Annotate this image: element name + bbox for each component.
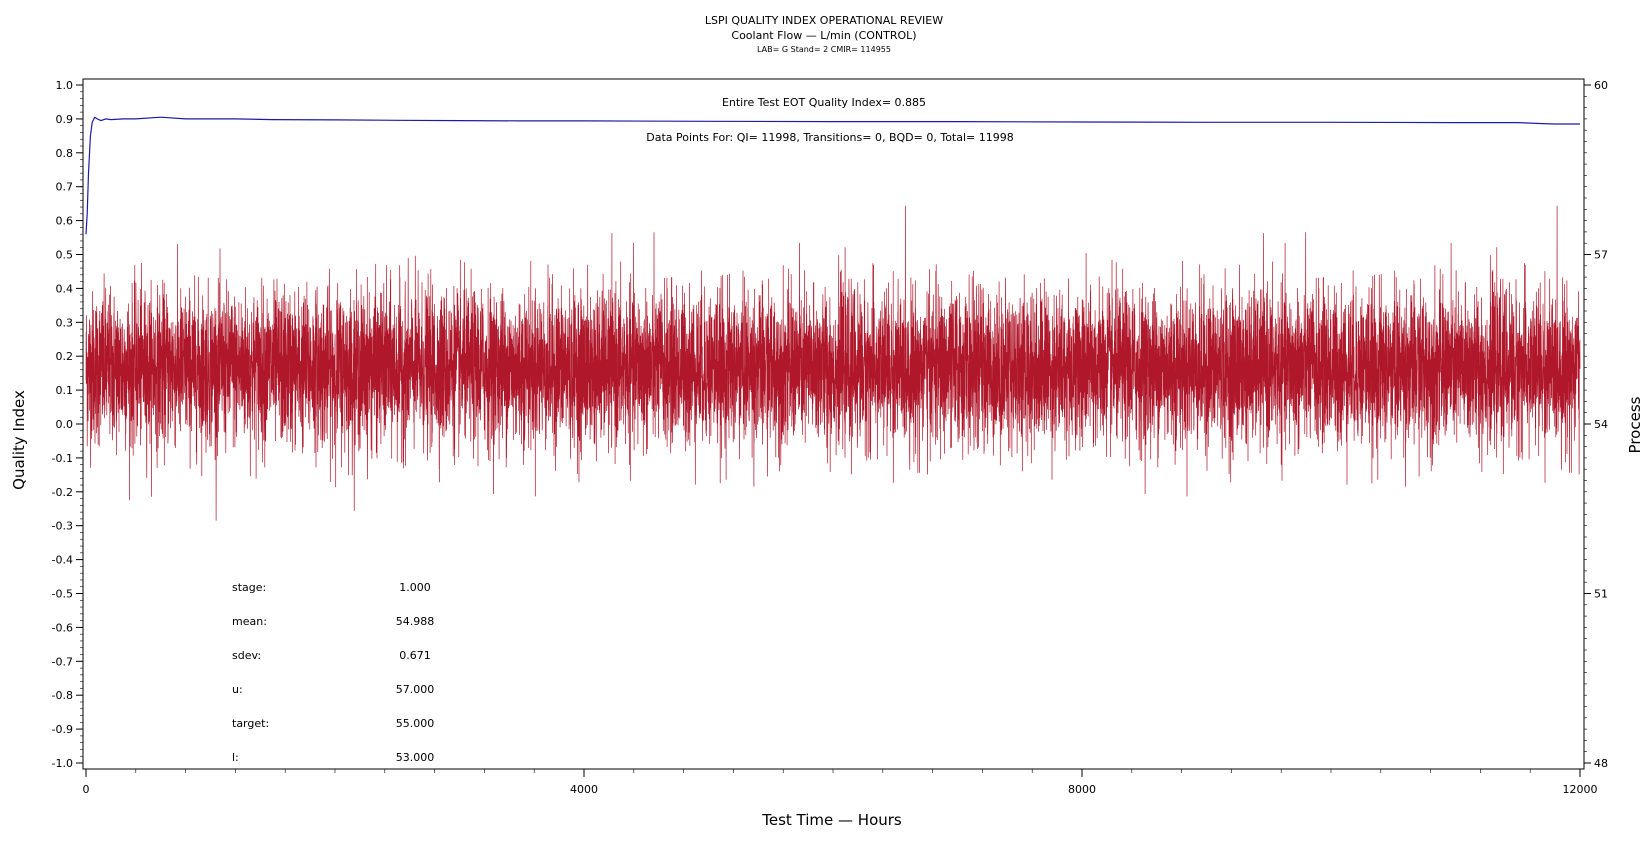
left-tick-label: -0.9 — [52, 723, 73, 736]
right-tick-label: 57 — [1594, 249, 1608, 262]
left-tick-label: -0.3 — [52, 520, 73, 533]
right-tick-label: 51 — [1594, 588, 1608, 601]
quality-index-line — [85, 116, 1580, 235]
left-tick-label: 1.0 — [56, 79, 74, 92]
stat-value: 1.000 — [399, 581, 431, 594]
stat-value: 0.671 — [399, 649, 431, 662]
stat-label: target: — [232, 717, 269, 730]
stat-label: stage: — [232, 581, 266, 594]
left-tick-label: -0.6 — [52, 621, 73, 634]
plot-frame — [82, 78, 1585, 770]
left-tick-label: -0.8 — [52, 689, 73, 702]
process-line — [85, 205, 1581, 521]
bottom-axis: 0 4000 8000 12000 — [83, 769, 1598, 796]
chart-subtitle-lab: LAB= G Stand= 2 CMIR= 114955 — [757, 45, 891, 54]
stat-value: 54.988 — [396, 615, 435, 628]
left-tick-label: -0.7 — [52, 655, 73, 668]
stat-value: 57.000 — [396, 683, 435, 696]
chart-title: LSPI QUALITY INDEX OPERATIONAL REVIEW — [705, 14, 943, 27]
eot-quality-index-annotation: Entire Test EOT Quality Index= 0.885 — [722, 96, 926, 109]
left-tick-label: 0.9 — [56, 113, 74, 126]
stat-label: sdev: — [232, 649, 261, 662]
bottom-tick-label: 12000 — [1563, 783, 1598, 796]
right-tick-label: 54 — [1594, 418, 1608, 431]
left-tick-label: 0.6 — [56, 215, 74, 228]
quality-index-series — [85, 116, 1580, 235]
left-tick-label: 0.7 — [56, 181, 74, 194]
stat-value: 55.000 — [396, 717, 435, 730]
bottom-tick-label: 0 — [83, 783, 90, 796]
y-axis-label: Quality Index — [10, 390, 28, 490]
left-tick-label: 0.1 — [56, 384, 74, 397]
right-axis: 60 57 54 51 48 — [1584, 79, 1608, 770]
stat-label: u: — [232, 683, 243, 696]
left-tick-label: 0.5 — [56, 249, 74, 262]
left-tick-label: 0.8 — [56, 147, 74, 160]
left-tick-label: -0.5 — [52, 588, 73, 601]
chart-subtitle: Coolant Flow — L/min (CONTROL) — [731, 29, 916, 42]
left-axis: 1.0 0.9 0.8 0.7 0.6 0.5 0.4 0.3 0.2 0.1 0.0 -0.1 -0.… — [52, 79, 83, 770]
bottom-tick-label: 4000 — [570, 783, 598, 796]
stats-block: stage: 1.000 mean: 54.988 sdev: 0.671 u: 57.000… — [232, 581, 434, 764]
left-tick-label: -0.1 — [52, 452, 73, 465]
left-tick-label: 0.3 — [56, 316, 74, 329]
left-tick-label: -0.2 — [52, 486, 73, 499]
left-tick-label: -0.4 — [52, 554, 73, 567]
bottom-tick-label: 8000 — [1068, 783, 1096, 796]
stat-label: l: — [232, 751, 239, 764]
process-series — [85, 205, 1581, 521]
stat-value: 53.000 — [396, 751, 435, 764]
x-axis-label: Test Time — Hours — [761, 811, 902, 829]
data-points-annotation: Data Points For: QI= 11998, Transitions=… — [646, 131, 1014, 144]
left-tick-label: -1.0 — [52, 757, 73, 770]
stat-label: mean: — [232, 615, 267, 628]
right-tick-label: 60 — [1594, 79, 1608, 92]
y2-axis-label: Process — [1626, 396, 1644, 453]
left-tick-label: 0.4 — [56, 282, 74, 295]
left-tick-label: 0.0 — [56, 418, 74, 431]
right-tick-label: 48 — [1594, 757, 1608, 770]
left-tick-label: 0.2 — [56, 350, 74, 363]
